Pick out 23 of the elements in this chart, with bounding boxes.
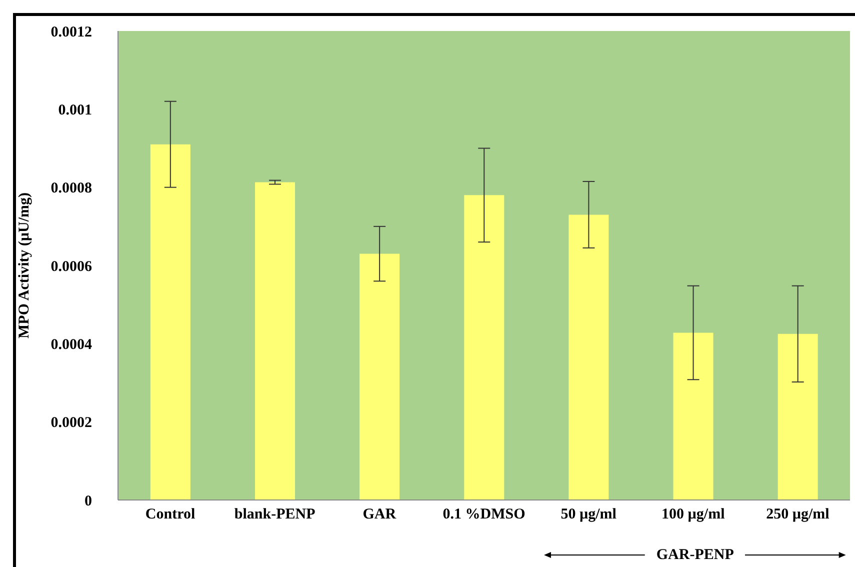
x-tick-label: Control bbox=[145, 506, 196, 523]
y-axis-title: MPO Activity (μU/mg) bbox=[16, 192, 32, 338]
bar bbox=[673, 332, 714, 500]
bar bbox=[778, 334, 818, 500]
x-tick-label: 0.1 %DMSO bbox=[442, 506, 526, 523]
x-tick-label: blank-PENP bbox=[234, 506, 316, 523]
x-tick-label: GAR bbox=[362, 506, 396, 523]
y-tick-label: 0.0008 bbox=[50, 180, 92, 197]
x-tick-label: 250 µg/ml bbox=[766, 506, 830, 523]
bar bbox=[360, 254, 400, 500]
bar bbox=[254, 182, 295, 500]
bar bbox=[150, 144, 190, 500]
text: GAR-PENP bbox=[655, 546, 735, 564]
x-tick-label: 100 µg/ml bbox=[662, 506, 725, 523]
y-tick-label: 0.0004 bbox=[50, 336, 92, 353]
x-tick-label: 50 µg/ml bbox=[560, 506, 616, 523]
y-tick-label: 0.0002 bbox=[50, 415, 92, 432]
bar bbox=[464, 195, 504, 500]
y-tick-label: 0 bbox=[84, 493, 92, 510]
y-tick-label: 0.0006 bbox=[50, 258, 92, 275]
y-tick-label: 0.001 bbox=[58, 102, 92, 118]
bar bbox=[568, 214, 609, 500]
y-tick-label: 0.0012 bbox=[50, 24, 92, 40]
